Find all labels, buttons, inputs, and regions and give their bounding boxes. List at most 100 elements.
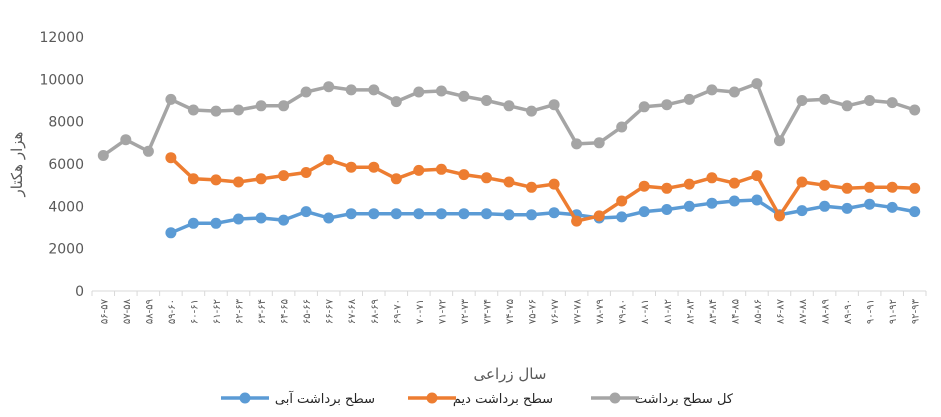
data-point [368,161,380,173]
data-point [864,181,876,193]
data-point [165,93,177,105]
y-tick-label: 12000 [39,30,84,46]
data-point [548,99,560,111]
data-point [481,172,492,184]
data-point [413,86,425,98]
data-point [909,104,921,116]
x-tick-label: ۶۰-۶۱ [189,299,200,324]
data-point [864,95,876,106]
data-point [841,100,853,112]
series-layer [97,78,921,239]
data-point [526,181,537,193]
data-point [323,154,335,166]
x-tick-label: ۶۸-۶۹ [370,299,381,324]
data-point [526,105,537,117]
data-point [233,213,244,225]
data-point [142,145,154,157]
data-point [210,217,222,229]
series-group [165,194,921,239]
data-point [886,97,898,109]
data-point [683,93,695,105]
data-point [728,86,740,98]
data-point [435,208,447,220]
x-tick-label: ۵۹-۶۰ [167,299,178,324]
data-point [683,200,695,212]
y-tick-label: 4000 [48,199,84,215]
data-point [526,209,537,221]
data-point [774,135,785,147]
data-point [616,121,628,133]
legend-item: سطح برداشت دیم [408,392,553,407]
y-tick-label: 8000 [48,115,84,131]
data-point [638,180,650,192]
data-point [661,182,673,194]
data-point [616,195,628,207]
y-tick-label: 0 [75,284,84,300]
legend: سطح برداشت آبی سطح برداشت دیم کل سطح برداش… [221,390,734,407]
data-point [210,174,222,186]
x-tick-label: ۶۶-۶۷ [325,298,336,324]
series-group [97,78,921,161]
data-point [819,200,831,212]
data-point [323,212,335,224]
x-tick-label: ۶۱-۶۲ [212,299,223,324]
x-tick-label: ۷۳-۷۴ [482,299,493,324]
data-point [278,214,290,226]
data-point [796,95,808,106]
x-axis-title: سال زراعی [474,365,547,383]
data-point [706,197,718,209]
data-point [751,170,763,182]
data-point [187,173,199,185]
data-point [390,96,402,108]
legend-label: سطح برداشت دیم [453,392,553,407]
data-point [593,210,605,222]
series-group [165,152,921,227]
data-point [413,208,425,220]
data-point [886,201,898,213]
legend-label: کل سطح برداشت [635,392,734,407]
data-point [390,173,402,185]
data-point [255,100,267,112]
data-point [481,208,492,220]
data-point [796,176,808,188]
data-point [255,173,267,185]
series-line [169,198,917,235]
data-point [345,161,357,173]
legend-label: سطح برداشت آبی [275,390,375,407]
data-point [909,206,921,218]
data-point [255,212,267,224]
x-tick-label: ۷۰-۷۱ [415,299,426,324]
data-point [300,167,312,178]
x-tick-label: ۹۱-۹۲ [888,299,899,324]
legend-marker [426,392,438,404]
data-point [300,206,312,218]
x-tick-label: ۸۲-۸۳ [685,298,696,324]
data-point [503,100,515,112]
data-point [706,84,718,96]
data-point [841,202,853,214]
data-point [548,207,560,219]
x-tick-label: ۶۷-۶۸ [347,298,358,324]
data-point [909,182,921,194]
series-line [169,155,917,223]
data-point [819,93,831,105]
x-tick-label: ۸۷-۸۸ [798,298,809,324]
series-line [101,81,917,158]
data-point [571,215,583,227]
data-point [864,198,876,210]
x-tick-label: ۸۶-۸۷ [775,298,786,324]
x-tick-label: ۸۹-۹۰ [843,299,854,324]
x-tick-label: ۷۶-۷۷ [550,298,561,324]
y-tick-label: 6000 [48,157,84,173]
data-point [458,169,470,181]
y-axis-title: هزار هکتار [8,131,26,197]
data-point [165,152,177,164]
data-point [435,85,447,97]
data-point [774,210,785,222]
data-point [187,104,199,116]
data-point [97,150,109,161]
y-axis: 0 2000 4000 6000 8000 10000 12000 [39,30,84,300]
x-tick-label: ۷۹-۸۰ [618,299,629,324]
data-point [165,227,177,239]
